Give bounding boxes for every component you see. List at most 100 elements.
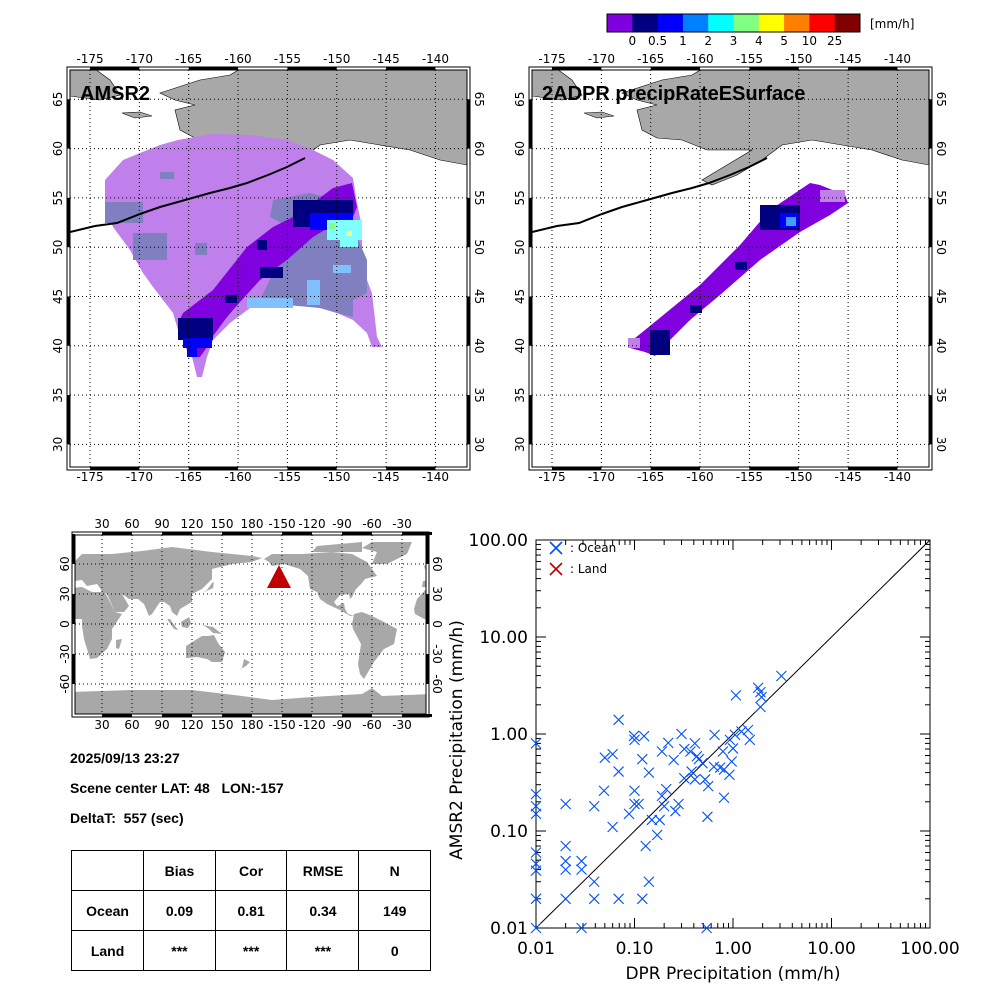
longitude-tick-label: 60	[124, 517, 139, 531]
latitude-tick-label: 60	[430, 556, 444, 571]
data-point	[717, 746, 729, 757]
longitude-tick-label: -120	[298, 517, 325, 531]
light-rain-area	[160, 172, 174, 179]
data-point	[560, 840, 572, 852]
data-point	[689, 774, 701, 785]
rain-cell	[650, 330, 670, 355]
data-point	[656, 746, 668, 757]
latitude-tick-label: 65	[934, 92, 948, 107]
rmse-value: 0.34	[286, 890, 360, 931]
rain-cell	[340, 240, 358, 247]
header-cell	[70, 850, 145, 891]
bias-value: 0.09	[143, 890, 216, 931]
data-point	[638, 730, 650, 742]
cor-value: ***	[214, 930, 288, 971]
colorbar-tick-label: 5	[780, 34, 788, 48]
arctic-islands-land	[312, 542, 362, 552]
header-cell: N	[358, 850, 431, 891]
data-point	[530, 922, 542, 934]
data-point	[613, 893, 625, 905]
longitude-tick-label: -60	[362, 517, 382, 531]
data-point	[607, 821, 619, 833]
data-point	[629, 734, 640, 746]
data-point	[598, 785, 610, 797]
rain-cell	[307, 280, 320, 305]
latitude-tick-label: 0	[430, 620, 444, 628]
data-point	[530, 800, 542, 812]
data-point	[623, 808, 635, 820]
data-point	[651, 829, 663, 841]
header-cell: Bias	[143, 850, 216, 891]
rain-cell	[225, 295, 237, 303]
colorbar-swatch	[607, 14, 633, 32]
rain-cell	[260, 267, 283, 278]
amsr2-map-panel: -175 -175 -170 -170 -165 -165 -160 -160 -155 -155…	[51, 52, 486, 484]
rain-cell	[187, 348, 197, 357]
longitude-tick-label: 90	[154, 517, 169, 531]
latitude-tick-label: -30	[430, 644, 444, 664]
japan-land	[202, 582, 214, 593]
longitude-tick-label: -160	[224, 52, 251, 66]
light-rain-area	[105, 202, 143, 223]
chukotka-land	[70, 70, 121, 101]
sumatra-land	[167, 619, 178, 630]
data-point	[646, 814, 658, 826]
rain-cell	[735, 262, 747, 270]
swath-edge	[820, 190, 845, 202]
data-point	[530, 847, 542, 858]
longitude-tick-label: -140	[422, 470, 449, 484]
latitude-tick-label: 40	[513, 338, 527, 353]
stats-table: Bias Cor RMSE N Ocean 0.09 0.81 0.34 149…	[70, 850, 431, 971]
longitude-tick-label: -160	[686, 52, 713, 66]
latitude-tick-label: 35	[472, 387, 486, 402]
longitude-tick-label: -120	[298, 718, 325, 732]
data-point	[628, 730, 640, 742]
latitude-tick-label: -60	[58, 674, 72, 694]
longitude-tick-label: -60	[362, 718, 382, 732]
latitude-tick-label: -60	[430, 674, 444, 694]
legend-marker	[549, 562, 563, 576]
longitude-tick-label: 60	[124, 718, 139, 732]
data-point	[636, 753, 648, 765]
data-point	[658, 800, 670, 812]
data-point	[727, 743, 739, 754]
y-tick-label: 10.00	[479, 628, 528, 648]
data-point	[560, 864, 572, 875]
x-axis-title: DPR Precipitation (mm/h)	[625, 964, 840, 984]
longitude-tick-label: -150	[268, 718, 295, 732]
data-point	[607, 748, 619, 760]
rain-cell	[786, 217, 796, 226]
data-point	[588, 800, 600, 812]
y-tick-label: 100.00	[469, 531, 528, 551]
legend-label: : Land	[570, 562, 607, 576]
data-point	[599, 752, 611, 764]
stats-header-row: Bias Cor RMSE N	[70, 850, 431, 891]
colorbar-swatch	[657, 14, 684, 32]
colorbar-tick-label: 1	[679, 34, 687, 48]
data-point	[560, 893, 572, 905]
longitude-tick-label: -175	[538, 470, 565, 484]
colorbar-swatch	[733, 14, 760, 32]
longitude-tick-label: 180	[241, 718, 264, 732]
longitude-tick-label: -150	[268, 517, 295, 531]
colorbar-swatch	[809, 14, 836, 32]
island	[121, 111, 153, 119]
y-tick-label: 0.01	[490, 919, 528, 939]
longitude-tick-label: -140	[422, 52, 449, 66]
legend-entry: : Ocean	[549, 541, 616, 555]
longitude-tick-label: 180	[241, 517, 264, 531]
longitude-tick-label: -175	[538, 52, 565, 66]
x-tick-label: 0.10	[616, 939, 654, 959]
latitude-tick-label: 65	[513, 92, 527, 107]
rain-cell	[178, 318, 213, 340]
longitude-tick-label: -170	[126, 470, 153, 484]
latitude-tick-label: 65	[472, 92, 486, 107]
data-point	[588, 893, 600, 905]
colorbar-unit: [mm/h]	[870, 17, 914, 31]
scene-center-label: Scene center LAT: 48 LON:-157	[70, 780, 284, 796]
latitude-tick-label: 60	[51, 141, 65, 156]
longitude-tick-label: 150	[211, 718, 234, 732]
colorbar-swatch	[682, 14, 709, 32]
longitude-tick-label: -30	[392, 718, 412, 732]
